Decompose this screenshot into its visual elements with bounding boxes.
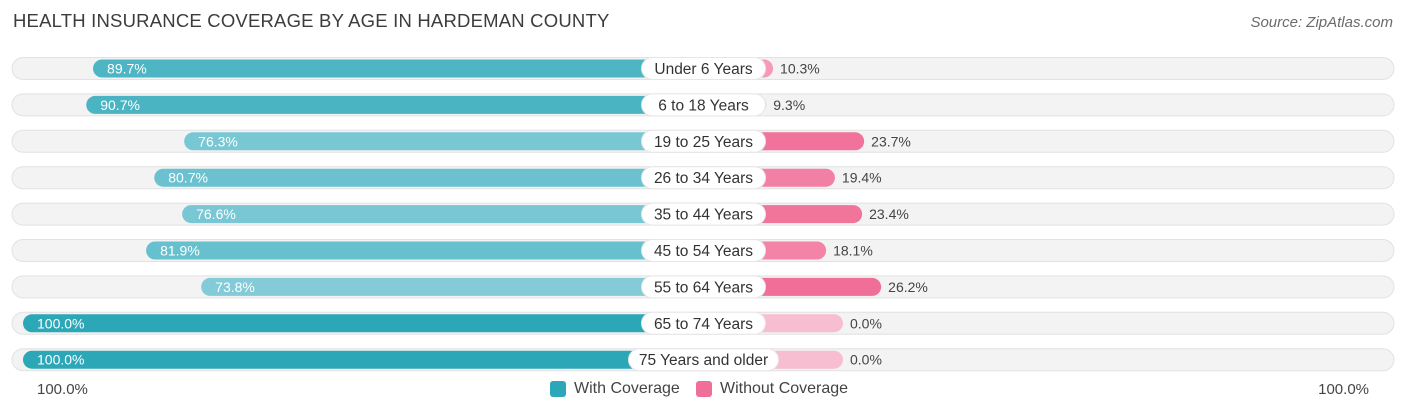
with-coverage-value-label: 80.7%: [168, 170, 208, 186]
legend-item-without-coverage[interactable]: Without Coverage: [696, 380, 848, 398]
source-label: Source: ZipAtlas.com: [1250, 14, 1393, 31]
category-pill: [641, 57, 766, 80]
with-coverage-bar: [23, 350, 703, 369]
with-coverage-value-label: 73.8%: [215, 279, 255, 295]
category-pill: [641, 129, 766, 153]
category-label: 55 to 64 Years: [654, 279, 753, 296]
axis-right-label: 100.0%: [1318, 381, 1369, 398]
category-label: 19 to 25 Years: [654, 134, 753, 151]
without-coverage-value-label: 26.2%: [888, 279, 928, 295]
with-coverage-bar: [201, 277, 703, 296]
with-coverage-bar: [184, 132, 703, 151]
without-coverage-value-label: 23.7%: [871, 133, 911, 149]
category-pill: [641, 93, 766, 117]
without-coverage-value-label: 10.3%: [780, 61, 820, 77]
with-coverage-bar: [23, 314, 703, 333]
with-coverage-value-label: 76.6%: [196, 206, 236, 222]
legend-swatch-without-coverage: [696, 381, 712, 397]
chart-title: HEALTH INSURANCE COVERAGE BY AGE IN HARD…: [13, 10, 610, 31]
with-coverage-value-label: 100.0%: [37, 352, 84, 368]
with-coverage-bar: [154, 168, 704, 187]
legend: With Coverage Without Coverage: [0, 378, 1406, 400]
with-coverage-bar: [146, 241, 703, 260]
without-coverage-value-label: 18.1%: [833, 243, 873, 259]
category-label: 65 to 74 Years: [654, 316, 753, 333]
with-coverage-value-label: 76.3%: [198, 133, 238, 149]
with-coverage-value-label: 89.7%: [107, 61, 147, 77]
without-coverage-value-label: 23.4%: [869, 206, 909, 222]
with-coverage-value-label: 81.9%: [160, 243, 200, 259]
category-pill: [628, 348, 779, 372]
category-pill: [641, 311, 766, 335]
category-label: 26 to 34 Years: [654, 170, 753, 187]
legend-label-without-coverage: Without Coverage: [720, 380, 849, 397]
with-coverage-value-label: 100.0%: [37, 315, 84, 331]
without-coverage-value-label: 9.3%: [773, 97, 805, 113]
without-coverage-value-label: 0.0%: [850, 315, 882, 331]
legend-label-with-coverage: With Coverage: [574, 380, 680, 397]
category-pill: [641, 239, 766, 262]
chart-area: 89.7% 10.3% Under 6 Years 90.7% 9.3% 6 to 18 …: [11, 57, 1395, 372]
category-label: 75 Years and older: [639, 352, 768, 369]
with-coverage-bar: [182, 205, 703, 224]
with-coverage-bar: [93, 59, 704, 78]
category-pill: [641, 202, 766, 226]
category-pill: [641, 275, 766, 299]
without-coverage-value-label: 0.0%: [850, 352, 882, 368]
category-pill: [641, 166, 766, 190]
category-label: Under 6 Years: [654, 61, 752, 78]
category-label: 6 to 18 Years: [658, 97, 749, 114]
axis-left-label: 100.0%: [37, 381, 88, 398]
without-coverage-value-label: 19.4%: [842, 170, 882, 186]
with-coverage-bar: [86, 95, 704, 114]
legend-swatch-with-coverage: [550, 381, 566, 397]
category-label: 45 to 54 Years: [654, 243, 753, 260]
legend-item-with-coverage[interactable]: With Coverage: [550, 380, 680, 398]
with-coverage-value-label: 90.7%: [100, 97, 140, 113]
category-label: 35 to 44 Years: [654, 207, 753, 224]
